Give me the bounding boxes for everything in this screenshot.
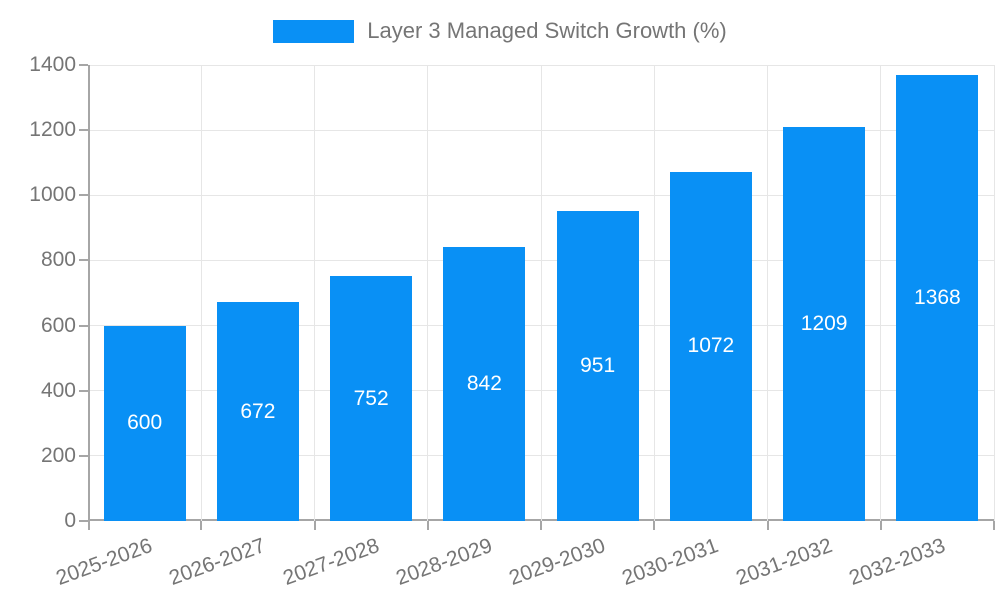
y-tick-label: 1400 <box>29 53 76 76</box>
gridline-v <box>653 65 655 521</box>
y-tick <box>79 64 88 66</box>
y-tick-label: 800 <box>40 248 76 272</box>
bar: 752 <box>330 276 413 521</box>
y-tick-label: 0 <box>64 509 76 532</box>
y-tick <box>79 324 88 327</box>
bar-value-label: 1368 <box>914 286 961 310</box>
bar: 600 <box>103 325 186 521</box>
legend-label: Layer 3 Managed Switch Growth (%) <box>367 18 727 43</box>
x-tick-label: 2028-2029 <box>392 534 496 590</box>
x-tick <box>766 521 769 530</box>
y-tick <box>79 454 88 457</box>
y-tick-label: 400 <box>40 378 76 402</box>
x-tick <box>88 521 90 530</box>
x-tick <box>313 521 316 530</box>
x-tick-label: 2030-2031 <box>619 534 722 590</box>
bar-value-label: 1072 <box>687 334 735 358</box>
x-tick-label: 2031-2032 <box>732 534 835 590</box>
x-tick <box>879 521 882 530</box>
bar-value-label: 842 <box>466 371 502 395</box>
x-tick-label: 2027-2028 <box>279 534 382 590</box>
bar: 1072 <box>669 171 752 521</box>
x-tick-label: 2029-2030 <box>506 534 609 590</box>
x-tick <box>993 521 995 530</box>
y-tick <box>79 520 88 522</box>
x-tick <box>653 521 656 530</box>
y-tick-label: 600 <box>40 313 76 337</box>
y-tick <box>79 389 88 392</box>
y-tick <box>79 259 88 262</box>
x-tick-label: 2032-2033 <box>845 534 949 590</box>
gridline-v <box>767 65 768 521</box>
y-tick-label: 1200 <box>29 118 76 142</box>
bar-value-label: 672 <box>240 399 276 423</box>
bar: 951 <box>556 211 639 521</box>
y-tick-label: 1000 <box>29 183 76 207</box>
plot-area: 600 672 752 842 951 1072 1209 1368 <box>88 64 995 521</box>
bar: 1368 <box>896 75 979 521</box>
gridline-v <box>314 65 315 521</box>
legend-item[interactable]: Layer 3 Managed Switch Growth (%) <box>0 18 1000 44</box>
gridline-v <box>540 65 542 521</box>
bar: 842 <box>443 246 526 521</box>
x-tick-label: 2026-2027 <box>166 534 269 590</box>
bar-value-label: 1209 <box>800 312 848 336</box>
bar: 672 <box>216 302 299 521</box>
bar: 1209 <box>783 127 866 521</box>
legend-swatch <box>273 19 355 43</box>
x-tick-label: 2025-2026 <box>53 534 156 590</box>
x-tick <box>426 521 429 530</box>
x-tick <box>540 521 542 530</box>
bar-value-label: 752 <box>353 386 389 410</box>
gridline-v <box>200 65 202 521</box>
y-tick <box>79 129 88 132</box>
bar-value-label: 951 <box>580 354 616 378</box>
gridline-v <box>427 65 429 521</box>
y-tick <box>79 194 88 197</box>
y-axis-line <box>88 65 90 521</box>
bar-value-label: 600 <box>127 411 163 435</box>
gridline-v <box>880 65 882 521</box>
y-tick-label: 200 <box>40 443 76 467</box>
gridline-v <box>993 65 995 521</box>
x-tick <box>200 521 203 530</box>
